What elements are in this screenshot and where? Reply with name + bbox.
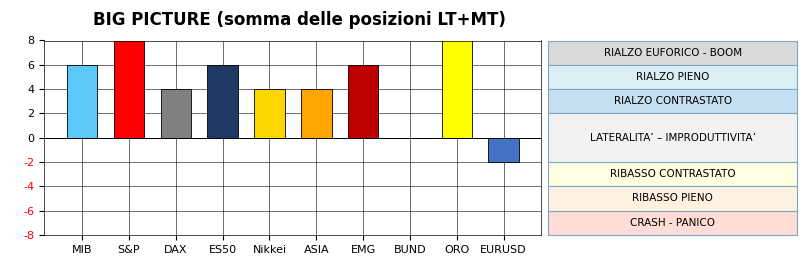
Bar bbox=[548, 186, 797, 211]
Bar bbox=[67, 65, 98, 138]
Bar bbox=[348, 65, 378, 138]
Bar bbox=[301, 89, 331, 138]
Bar bbox=[548, 113, 797, 162]
Text: RIBASSO CONTRASTATO: RIBASSO CONTRASTATO bbox=[610, 169, 735, 179]
Text: LATERALITA’ – IMPRODUTTIVITA’: LATERALITA’ – IMPRODUTTIVITA’ bbox=[590, 133, 755, 143]
Bar bbox=[114, 40, 145, 138]
Text: RIALZO PIENO: RIALZO PIENO bbox=[636, 72, 709, 82]
Text: RIBASSO PIENO: RIBASSO PIENO bbox=[632, 193, 713, 204]
Bar bbox=[208, 65, 238, 138]
Bar bbox=[548, 162, 797, 186]
Bar bbox=[548, 211, 797, 235]
Bar bbox=[255, 89, 284, 138]
Text: BIG PICTURE (somma delle posizioni LT+MT): BIG PICTURE (somma delle posizioni LT+MT… bbox=[93, 11, 505, 29]
Bar bbox=[548, 40, 797, 65]
Bar bbox=[488, 138, 519, 162]
Text: RIALZO EUFORICO - BOOM: RIALZO EUFORICO - BOOM bbox=[604, 48, 742, 58]
Text: RIALZO CONTRASTATO: RIALZO CONTRASTATO bbox=[613, 96, 732, 106]
Bar bbox=[441, 40, 472, 138]
Bar bbox=[161, 89, 191, 138]
Bar bbox=[548, 65, 797, 89]
Text: CRASH - PANICO: CRASH - PANICO bbox=[630, 218, 715, 228]
Bar bbox=[548, 89, 797, 113]
